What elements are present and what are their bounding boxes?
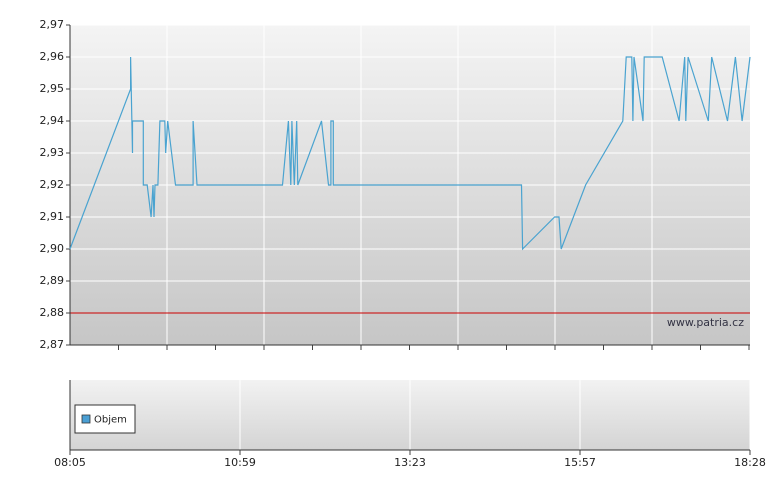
x-tick-label: 10:59 <box>224 456 256 469</box>
legend-label: Objem <box>94 415 127 426</box>
y-tick-label: 2,89 <box>40 274 65 287</box>
watermark: www.patria.cz <box>667 316 744 329</box>
y-tick-label: 2,88 <box>40 306 65 319</box>
y-tick-label: 2,97 <box>40 18 65 31</box>
y-tick-label: 2,87 <box>40 338 65 351</box>
price-line <box>69 56 751 251</box>
y-tick-label: 2,96 <box>40 50 65 63</box>
x-tick-label: 13:23 <box>394 456 426 469</box>
legend: Objem <box>74 404 136 434</box>
layer: 2,87 2,88 2,89 2,90 2,91 2,92 2,93 2,94 2,95 2,96… <box>40 18 766 469</box>
x-tick-label: 08:05 <box>54 456 86 469</box>
x-tick-label: 15:57 <box>564 456 596 469</box>
y-tick-label: 2,90 <box>40 242 65 255</box>
y-tick-label: 2,92 <box>40 178 65 191</box>
y-tick-label: 2,94 <box>40 114 65 127</box>
y-tick-label: 2,93 <box>40 146 65 159</box>
legend-swatch <box>81 414 91 424</box>
x-tick-label: 18:28 <box>734 456 766 469</box>
y-tick-label: 2,95 <box>40 82 65 95</box>
y-tick-label: 2,91 <box>40 210 65 223</box>
